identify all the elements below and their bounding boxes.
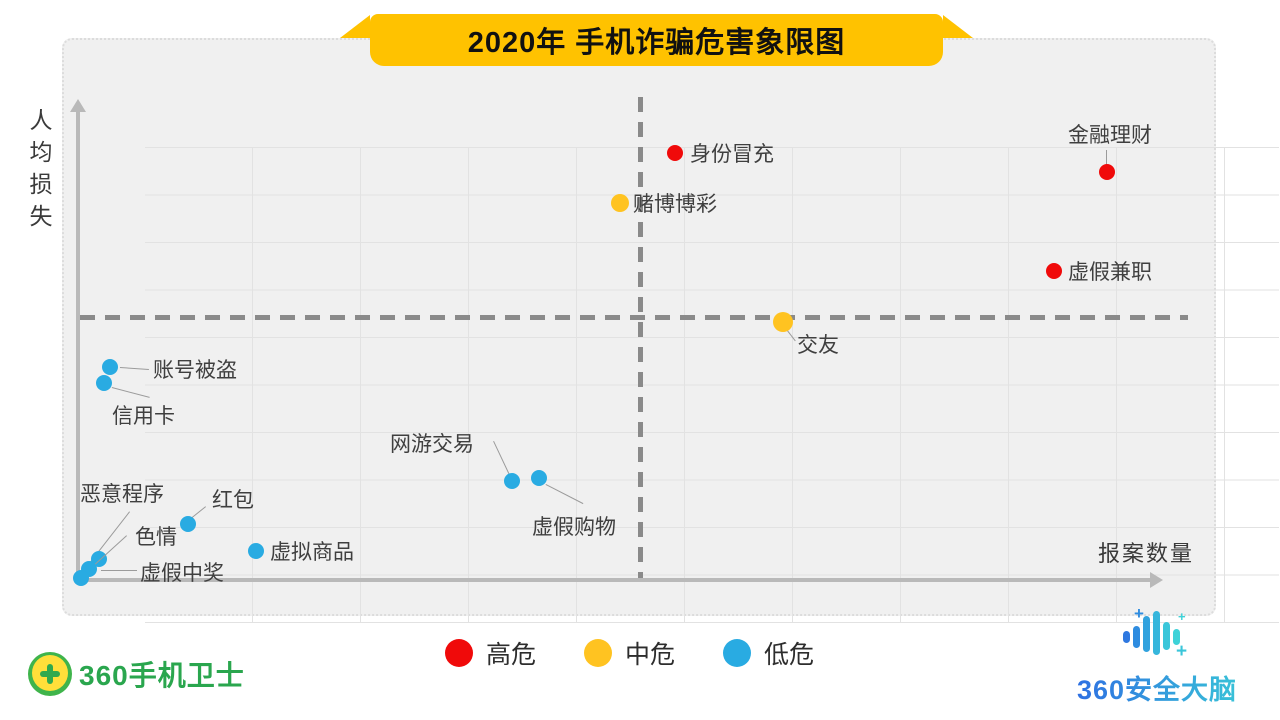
- plus-glyph-icon: +: [1178, 609, 1186, 624]
- brand-360-security-brain: + + + 360安全大脑: [1075, 605, 1239, 707]
- brain-bar: [1153, 611, 1160, 655]
- data-point-label: 恶意程序: [80, 483, 164, 506]
- data-point-low: [102, 359, 118, 375]
- legend-swatch-2: [723, 639, 752, 667]
- plus-glyph-icon: +: [1134, 604, 1144, 623]
- y-axis: [76, 110, 80, 581]
- data-point-low: [73, 570, 89, 586]
- shield-circle-icon: [28, 652, 72, 696]
- brain-bar: [1123, 631, 1130, 643]
- brain-waveform-icon: + + +: [1121, 605, 1193, 662]
- data-point-label: 金融理财: [1068, 124, 1152, 147]
- data-point-label: 网游交易: [390, 433, 474, 456]
- brand-360-security-brain-text: 360安全大脑: [1075, 668, 1239, 707]
- data-point-label: 红包: [212, 489, 254, 512]
- data-point-low: [96, 375, 112, 391]
- brain-bar: [1163, 622, 1170, 650]
- brand-360-mobile-guard: 360手机卫士: [28, 652, 245, 696]
- brain-bar: [1133, 626, 1140, 648]
- brand-360-mobile-guard-text: 360手机卫士: [79, 660, 245, 691]
- y-axis-arrowhead-icon: [70, 99, 86, 112]
- data-point-label: 虚假购物: [532, 516, 616, 539]
- x-axis: [78, 578, 1152, 582]
- brain-bar: [1143, 616, 1150, 652]
- data-point-low: [504, 473, 520, 489]
- data-point-label: 赌博博彩: [633, 193, 717, 216]
- plus-glyph-icon: [40, 664, 60, 684]
- data-point-low: [531, 470, 547, 486]
- data-point-medium: [611, 194, 629, 212]
- vertical-quadrant-dashed-line: [638, 97, 643, 581]
- y-axis-label: 人均损失: [26, 108, 52, 236]
- legend-item-medium: 中危: [584, 635, 675, 671]
- brain-bar: [1173, 629, 1180, 645]
- data-point-low: [180, 516, 196, 532]
- label-connector-line: [111, 387, 150, 398]
- label-connector-line: [119, 367, 149, 370]
- data-point-label: 色情: [135, 526, 177, 549]
- data-point-label: 身份冒充: [690, 143, 774, 166]
- data-point-high: [1046, 263, 1062, 279]
- data-point-label: 虚假中奖: [140, 562, 224, 585]
- data-point-label: 信用卡: [112, 405, 175, 428]
- legend-item-low: 低危: [723, 635, 814, 671]
- legend-item-high: 高危: [445, 635, 536, 671]
- data-point-label: 虚假兼职: [1068, 261, 1152, 284]
- data-point-high: [667, 145, 683, 161]
- data-point-label: 交友: [797, 334, 839, 357]
- legend-swatch-1: [584, 639, 613, 667]
- data-point-low: [248, 543, 264, 559]
- data-point-label: 账号被盗: [153, 359, 237, 382]
- legend: 高危 中危 低危: [445, 635, 814, 671]
- data-point-high: [1099, 164, 1115, 180]
- data-point-medium: [773, 312, 793, 332]
- horizontal-quadrant-dashed-line: [80, 315, 1188, 320]
- legend-label-low: 低危: [764, 641, 815, 669]
- legend-label-high: 高危: [486, 641, 537, 669]
- x-axis-label: 报案数量: [1098, 541, 1195, 566]
- label-connector-line: [493, 441, 511, 478]
- label-connector-line: [101, 570, 137, 571]
- x-axis-arrowhead-icon: [1150, 572, 1163, 588]
- data-point-label: 虚拟商品: [270, 541, 354, 564]
- legend-label-medium: 中危: [625, 641, 676, 669]
- legend-swatch-0: [445, 639, 473, 667]
- plus-glyph-icon: +: [1176, 641, 1188, 662]
- label-connector-line: [545, 484, 583, 504]
